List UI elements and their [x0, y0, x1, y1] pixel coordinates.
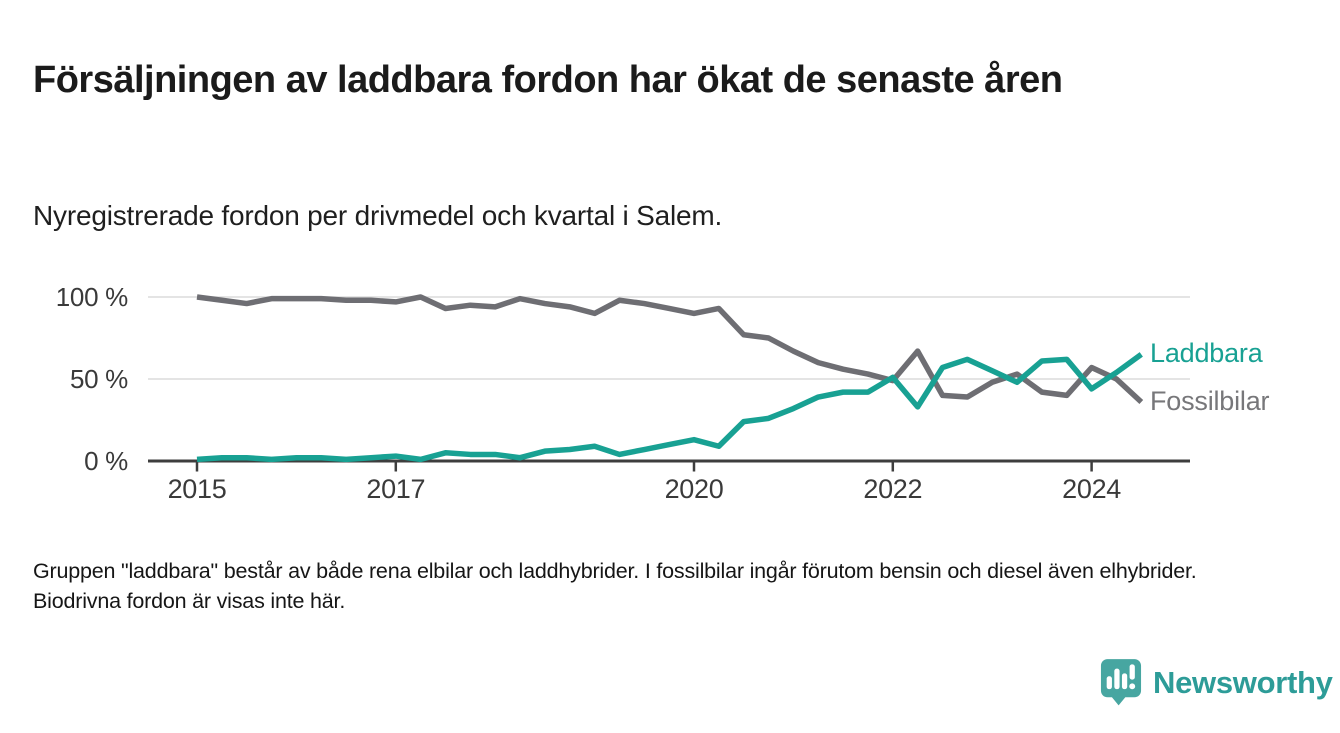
x-tick-label-2024: 2024 [1062, 474, 1122, 504]
y-tick-label-100: 100 % [55, 282, 129, 312]
line-chart [148, 294, 1190, 472]
chart-subtitle: Nyregistrerade fordon per drivmedel och … [33, 200, 723, 231]
newsworthy-wordmark: Newsworthy [1153, 665, 1333, 700]
y-tick-label-0: 0 % [84, 446, 128, 476]
page-title: Försäljningen av laddbara fordon har öka… [33, 59, 1063, 102]
fossilbilar-series-label: Fossilbilar [1150, 385, 1270, 416]
x-tick-label-2015: 2015 [167, 474, 227, 504]
bar-2 [1114, 668, 1120, 690]
bar-3 [1121, 673, 1128, 690]
newsworthy-branding: Newsworthy [1100, 658, 1333, 707]
fossilbilar-line [196, 294, 1144, 404]
laddbara-line [196, 352, 1143, 463]
exclamation-bar [1129, 664, 1135, 680]
laddbara-series-label: Laddbara [1150, 338, 1263, 369]
exclamation-dot [1129, 683, 1136, 690]
x-tick-label-2017: 2017 [366, 474, 426, 504]
x-axis-ticks [195, 461, 1093, 472]
y-tick-label-50: 50 % [69, 364, 128, 394]
x-tick-label-2020: 2020 [664, 474, 724, 504]
x-tick-label-2022: 2022 [863, 474, 923, 504]
footnote: Gruppen "laddbara" består av både rena e… [33, 559, 1197, 613]
bar-1 [1106, 676, 1112, 690]
bar-chart-speech-bubble-icon [1100, 659, 1142, 706]
